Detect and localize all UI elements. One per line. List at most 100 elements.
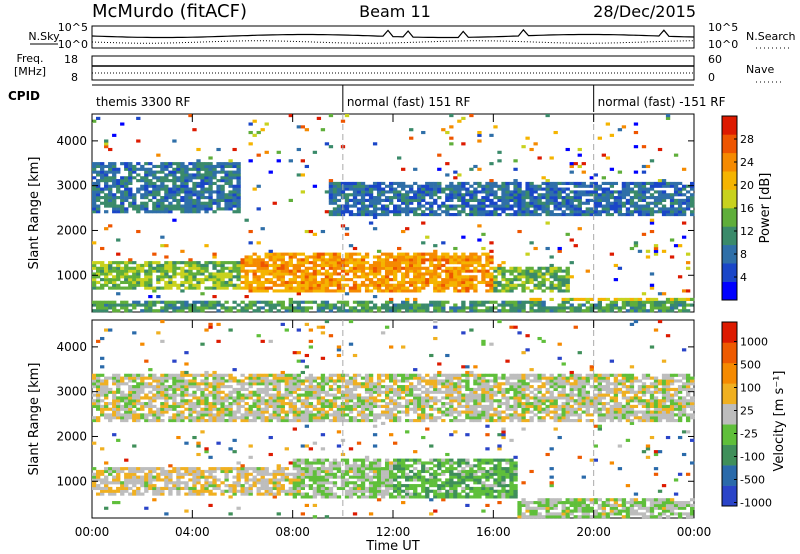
heatmap-cell xyxy=(553,272,558,276)
heatmap-cell xyxy=(100,272,105,276)
heatmap-cell xyxy=(132,472,137,476)
heatmap-cell xyxy=(308,385,314,389)
heatmap-cell xyxy=(469,190,474,194)
heatmap-cell xyxy=(413,207,418,211)
heatmap-cell xyxy=(296,147,301,152)
heatmap-cell xyxy=(296,283,301,287)
heatmap-cell xyxy=(505,303,510,307)
heatmap-cell xyxy=(164,207,169,211)
heatmap-cell xyxy=(104,475,109,479)
heatmap-cell xyxy=(465,204,470,208)
heatmap-cell xyxy=(465,193,470,197)
heatmap-cell xyxy=(244,218,249,222)
heatmap-cell xyxy=(617,266,623,270)
heatmap-cell xyxy=(328,393,334,397)
heatmap-cell xyxy=(312,404,318,408)
heatmap-cell xyxy=(288,461,293,465)
heatmap-cell xyxy=(160,187,165,191)
heatmap-cell xyxy=(352,252,358,256)
heatmap-cell xyxy=(405,204,410,208)
heatmap-cell xyxy=(605,210,611,214)
heatmap-cell xyxy=(296,413,301,417)
heatmap-cell xyxy=(429,190,434,194)
heatmap-cell xyxy=(557,309,562,313)
heatmap-cell xyxy=(332,396,338,400)
heatmap-cell xyxy=(132,207,137,211)
heatmap-cell xyxy=(344,489,350,493)
heatmap-cell xyxy=(356,464,362,468)
heatmap-cell xyxy=(252,286,257,290)
heatmap-cell xyxy=(92,170,97,174)
heatmap-cell xyxy=(240,379,245,383)
heatmap-cell xyxy=(328,213,334,217)
noise-right-tick-top: 10^5 xyxy=(708,21,738,34)
heatmap-cell xyxy=(360,210,366,214)
heatmap-cell xyxy=(453,309,458,313)
heatmap-cell xyxy=(272,472,277,476)
heatmap-cell xyxy=(260,382,265,386)
heatmap-cell xyxy=(160,376,165,380)
heatmap-cell xyxy=(180,303,185,307)
heatmap-cell xyxy=(324,467,330,471)
heatmap-cell xyxy=(457,184,462,188)
heatmap-cell xyxy=(252,289,257,293)
heatmap-cell xyxy=(200,303,205,307)
heatmap-cell xyxy=(585,207,590,211)
heatmap-cell xyxy=(96,492,101,496)
heatmap-cell xyxy=(485,181,490,186)
heatmap-cell xyxy=(481,309,486,313)
heatmap-cell xyxy=(184,187,189,191)
heatmap-cell xyxy=(324,252,330,256)
heatmap-cell xyxy=(148,390,153,394)
heatmap-cell xyxy=(645,309,651,313)
heatmap-cell xyxy=(501,184,506,188)
heatmap-cell xyxy=(477,269,482,273)
heatmap-cell xyxy=(124,193,129,197)
heatmap-cell xyxy=(332,303,338,307)
heatmap-cell xyxy=(368,184,374,188)
heatmap-cell xyxy=(188,309,193,313)
heatmap-cell xyxy=(132,399,137,403)
heatmap-cell xyxy=(429,258,434,262)
heatmap-cell xyxy=(236,266,241,270)
heatmap-cell xyxy=(413,266,418,270)
heatmap-cell xyxy=(513,159,518,163)
heatmap-cell xyxy=(453,289,458,293)
heatmap-cell xyxy=(228,379,233,383)
heatmap-cell xyxy=(196,162,201,166)
heatmap-cell xyxy=(156,280,161,285)
heatmap-cell xyxy=(256,286,261,290)
heatmap-cell xyxy=(485,193,490,197)
heatmap-cell xyxy=(304,275,310,279)
heatmap-cell xyxy=(425,269,430,273)
heatmap-cell xyxy=(184,370,189,375)
heatmap-cell xyxy=(196,452,201,457)
heatmap-cell xyxy=(292,486,297,491)
heatmap-cell xyxy=(164,472,169,476)
heatmap-cell xyxy=(437,187,442,191)
heatmap-cell xyxy=(324,376,330,380)
heatmap-cell xyxy=(372,263,378,268)
heatmap-cell xyxy=(152,210,157,214)
heatmap-cell xyxy=(96,173,101,177)
heatmap-cell xyxy=(368,306,374,310)
heatmap-cell xyxy=(180,210,185,214)
heatmap-cell xyxy=(489,306,494,310)
heatmap-cell xyxy=(605,297,611,301)
heatmap-cell xyxy=(561,210,566,214)
heatmap-cell xyxy=(360,280,366,285)
colorbar-segment xyxy=(722,244,737,264)
heatmap-cell xyxy=(477,198,482,202)
heatmap-cell xyxy=(477,184,482,188)
heatmap-cell xyxy=(92,167,97,171)
heatmap-cell xyxy=(172,303,177,307)
heatmap-cell xyxy=(248,263,253,268)
heatmap-cell xyxy=(521,198,526,202)
heatmap-cell xyxy=(292,289,297,293)
heatmap-cell xyxy=(348,464,354,468)
heatmap-cell xyxy=(292,376,297,380)
heatmap-cell xyxy=(300,481,305,485)
heatmap-cell xyxy=(360,190,366,194)
heatmap-cell xyxy=(224,410,229,414)
heatmap-cell xyxy=(356,373,362,377)
